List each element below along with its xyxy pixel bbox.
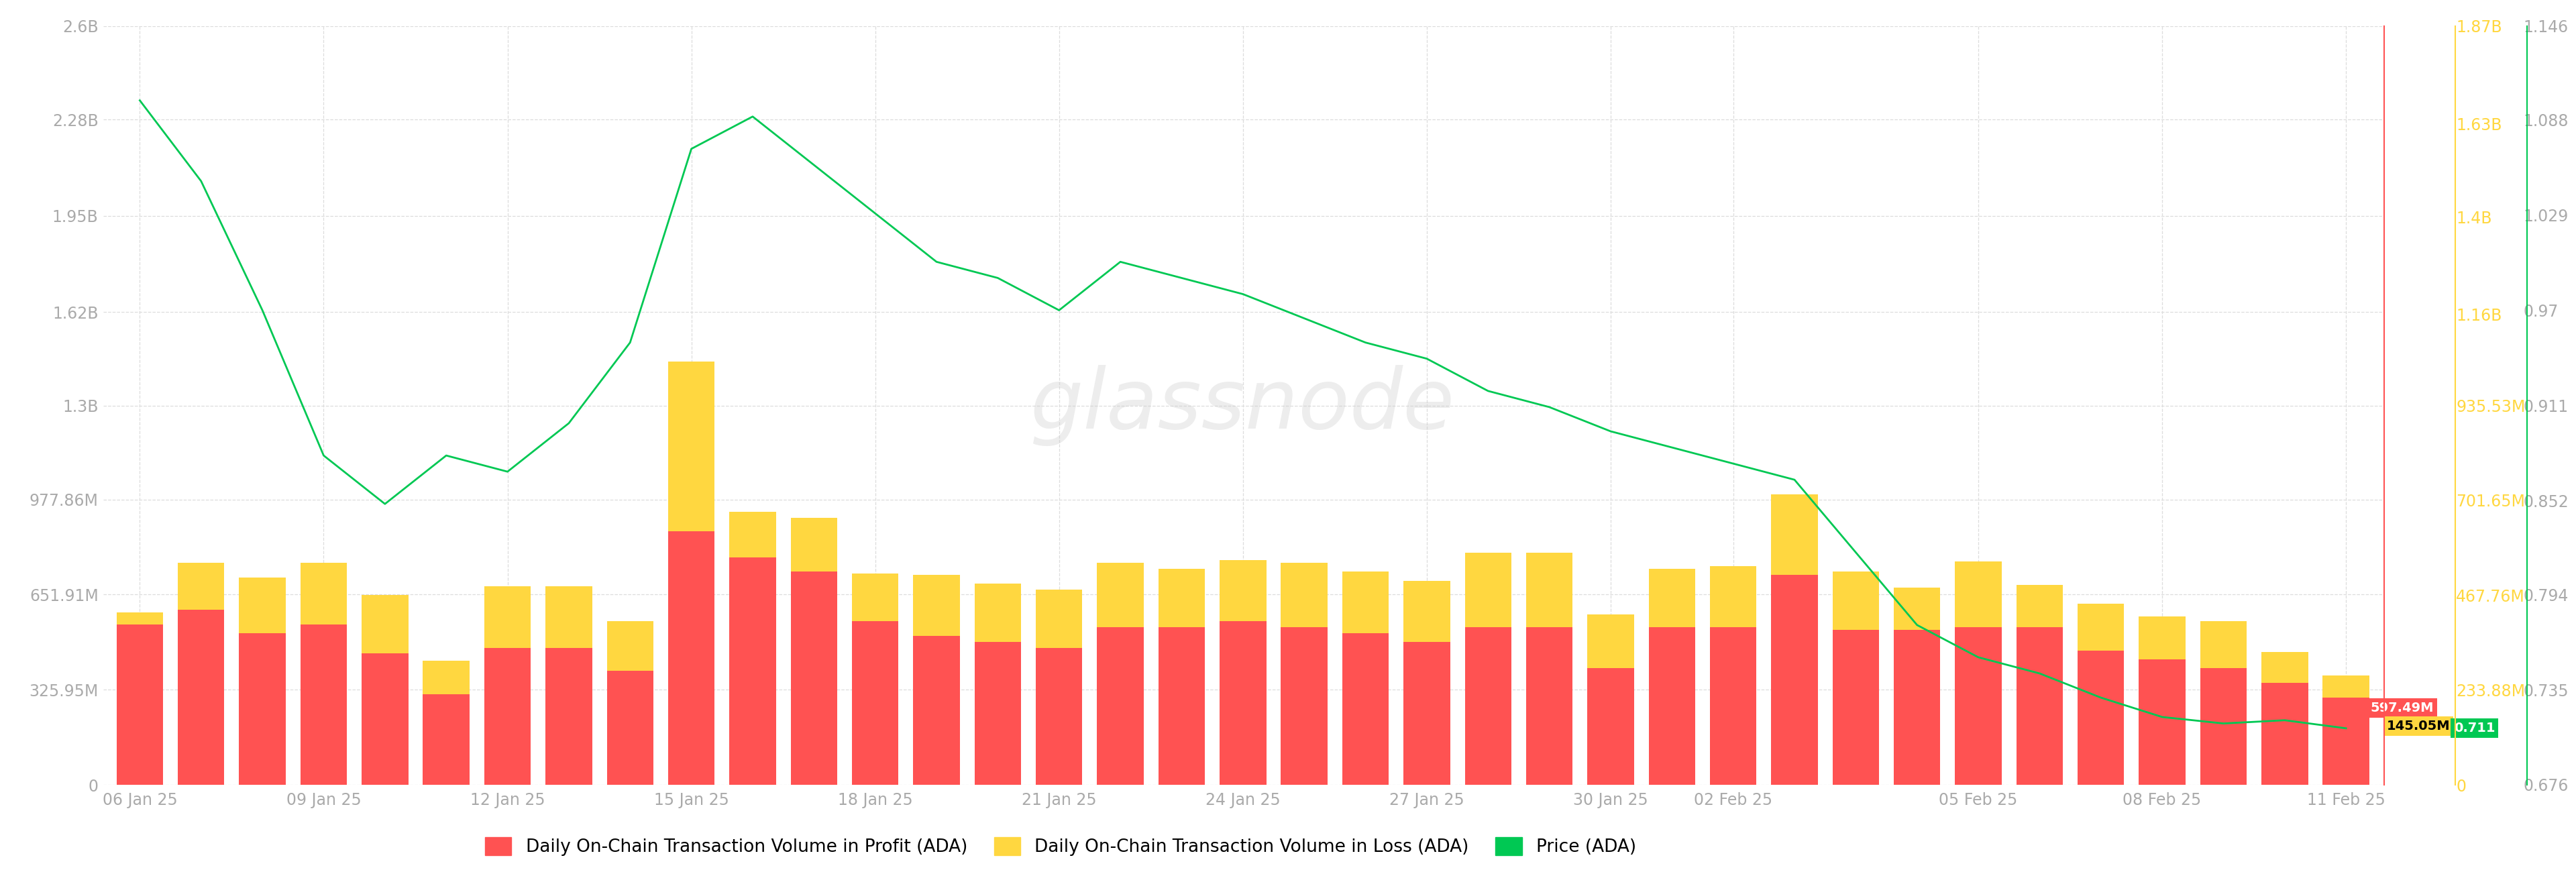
Bar: [1097, 627, 1144, 785]
Bar: [791, 518, 837, 572]
Bar: [1772, 575, 1819, 785]
Bar: [608, 622, 654, 671]
Bar: [1280, 563, 1327, 627]
Bar: [2017, 585, 2063, 627]
Bar: [2324, 698, 2370, 785]
Bar: [853, 573, 899, 622]
Bar: [240, 633, 286, 785]
Text: glassnode: glassnode: [1030, 364, 1455, 446]
Bar: [2017, 627, 2063, 785]
Bar: [422, 661, 469, 694]
Bar: [1466, 553, 1512, 627]
Bar: [1342, 572, 1388, 633]
Bar: [1710, 627, 1757, 785]
Bar: [1587, 614, 1633, 668]
Bar: [2079, 651, 2125, 785]
Bar: [1893, 588, 1940, 630]
Bar: [1832, 572, 1878, 630]
Bar: [1649, 627, 1695, 785]
Bar: [1218, 560, 1267, 622]
Bar: [116, 624, 162, 785]
Bar: [484, 648, 531, 785]
Bar: [974, 642, 1020, 785]
Bar: [1587, 668, 1633, 785]
Bar: [1710, 566, 1757, 627]
Bar: [2138, 617, 2184, 659]
Bar: [1097, 563, 1144, 627]
Text: 597.49M: 597.49M: [2370, 701, 2434, 714]
Bar: [361, 595, 407, 653]
Bar: [1772, 494, 1819, 575]
Bar: [729, 557, 775, 785]
Bar: [1280, 627, 1327, 785]
Bar: [1466, 627, 1512, 785]
Bar: [667, 362, 714, 531]
Bar: [2262, 683, 2308, 785]
Bar: [1955, 562, 2002, 627]
Bar: [546, 586, 592, 648]
Text: 0.711: 0.711: [2455, 722, 2496, 735]
Bar: [546, 648, 592, 785]
Bar: [667, 531, 714, 785]
Bar: [1893, 630, 1940, 785]
Bar: [974, 583, 1020, 642]
Bar: [422, 694, 469, 785]
Bar: [1159, 569, 1206, 627]
Bar: [2262, 652, 2308, 683]
Bar: [2324, 676, 2370, 698]
Bar: [1832, 630, 1878, 785]
Bar: [2200, 622, 2246, 668]
Bar: [116, 613, 162, 624]
Bar: [1036, 648, 1082, 785]
Bar: [1159, 627, 1206, 785]
Bar: [301, 563, 348, 624]
Bar: [1404, 642, 1450, 785]
Bar: [2200, 668, 2246, 785]
Bar: [1218, 622, 1267, 785]
Bar: [240, 577, 286, 633]
Bar: [729, 512, 775, 557]
Bar: [791, 572, 837, 785]
Bar: [484, 586, 531, 648]
Bar: [178, 563, 224, 610]
Bar: [914, 636, 961, 785]
Bar: [1649, 569, 1695, 627]
Bar: [1036, 589, 1082, 648]
Legend: Daily On-Chain Transaction Volume in Profit (ADA), Daily On-Chain Transaction Vo: Daily On-Chain Transaction Volume in Pro…: [477, 830, 1643, 863]
Text: 145.05M: 145.05M: [2388, 719, 2450, 732]
Bar: [1525, 553, 1571, 627]
Bar: [914, 575, 961, 636]
Bar: [1404, 581, 1450, 642]
Bar: [2138, 659, 2184, 785]
Bar: [853, 622, 899, 785]
Bar: [361, 653, 407, 785]
Bar: [608, 671, 654, 785]
Bar: [1525, 627, 1571, 785]
Bar: [301, 624, 348, 785]
Bar: [1955, 627, 2002, 785]
Bar: [178, 610, 224, 785]
Bar: [1342, 633, 1388, 785]
Bar: [2079, 604, 2125, 651]
